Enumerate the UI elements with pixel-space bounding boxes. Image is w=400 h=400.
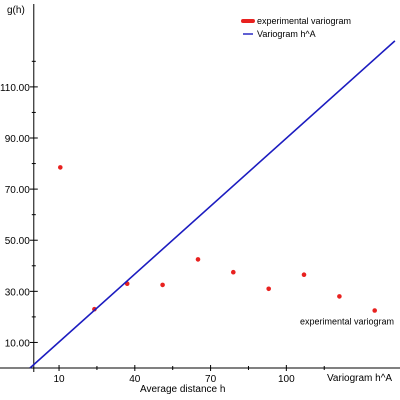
data-point bbox=[266, 286, 272, 292]
y-tick-label: 50.00 bbox=[5, 236, 30, 247]
y-tick-label: 10.00 bbox=[5, 338, 30, 349]
data-point bbox=[231, 269, 236, 275]
y-tick-label: 90.00 bbox=[5, 134, 30, 145]
x-axis-label: Average distance h bbox=[140, 384, 225, 395]
axes: 10.00 30.00 50.00 70.00 90.00 110.00 10 40 70 100 bbox=[0, 4, 400, 385]
y-axis-label: g(h) bbox=[7, 5, 25, 16]
data-point bbox=[301, 272, 307, 278]
series-line-variogram bbox=[29, 40, 396, 369]
series-layer: experimental variogram bbox=[29, 40, 396, 369]
data-point bbox=[58, 165, 63, 170]
y-tick-label: 70.00 bbox=[5, 185, 30, 196]
annotation-label: experimental variogram bbox=[300, 317, 394, 327]
data-point bbox=[160, 282, 165, 288]
x-tick-label: 10 bbox=[53, 374, 65, 385]
legend-label: experimental variogram bbox=[257, 16, 351, 26]
x-axis-label-right: Variogram h^A bbox=[327, 373, 392, 384]
data-point bbox=[337, 294, 342, 299]
y-tick-label: 30.00 bbox=[5, 287, 30, 298]
x-tick-label: 100 bbox=[278, 374, 295, 385]
data-point bbox=[195, 257, 201, 262]
data-point bbox=[372, 308, 378, 313]
legend: experimental variogram Variogram h^A bbox=[241, 16, 351, 39]
y-tick-label: 110.00 bbox=[0, 83, 30, 94]
legend-label: Variogram h^A bbox=[257, 29, 316, 39]
x-tick-label: 40 bbox=[129, 374, 141, 385]
x-tick-label: 70 bbox=[205, 374, 217, 385]
